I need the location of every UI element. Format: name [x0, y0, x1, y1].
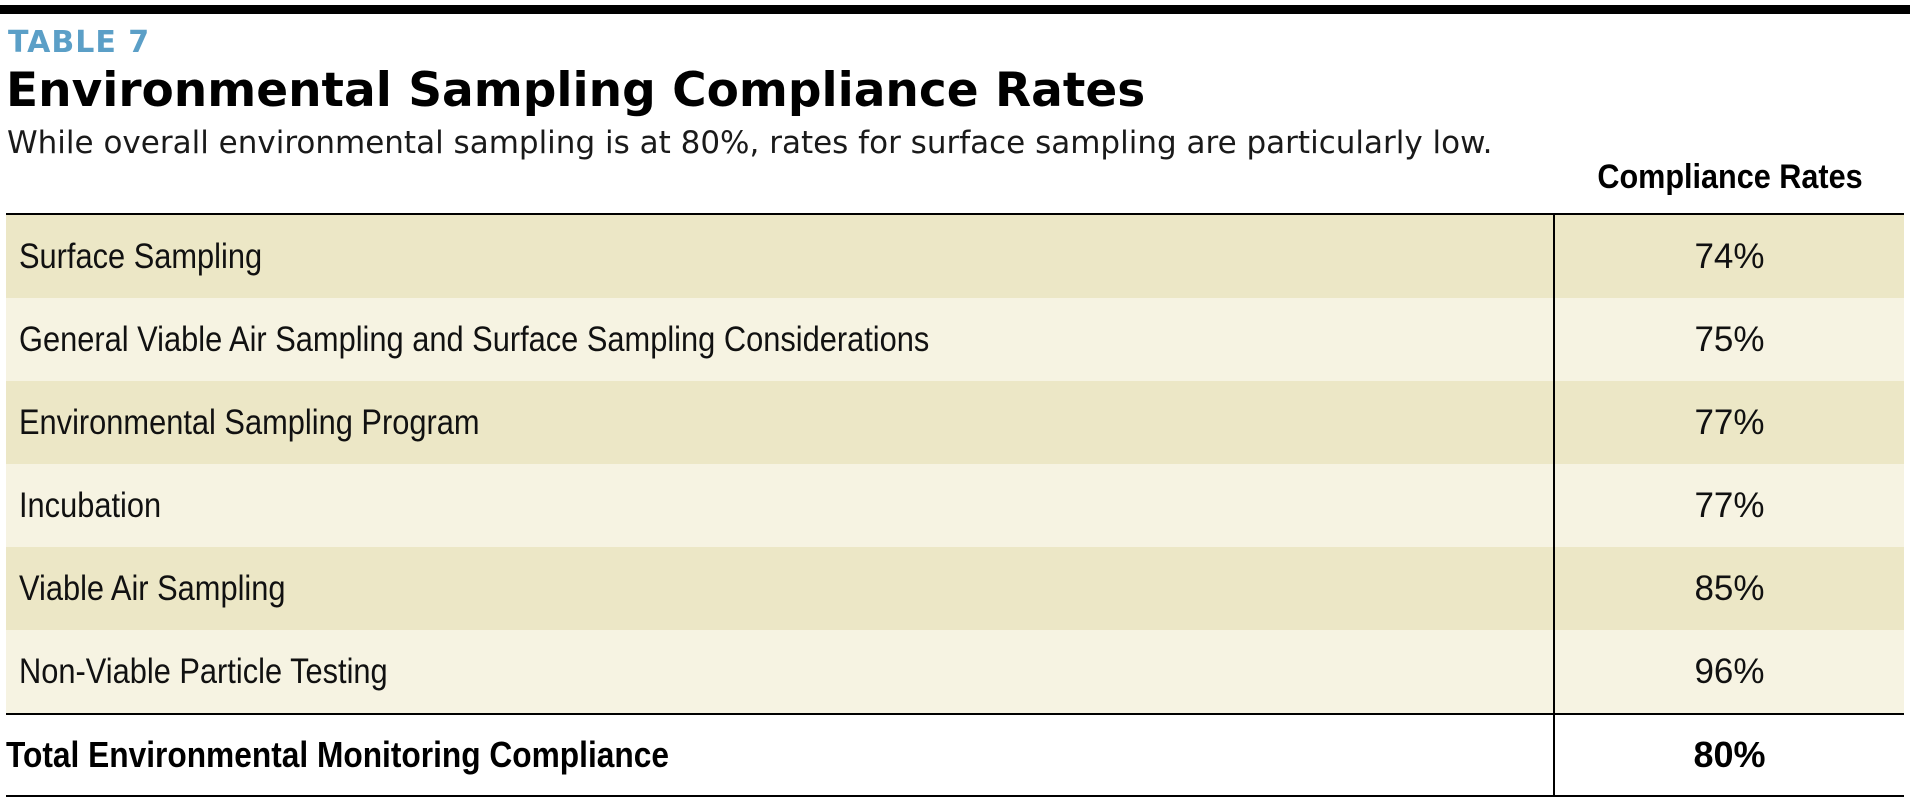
row-label: Viable Air Sampling: [19, 569, 286, 608]
total-value: 80%: [1693, 734, 1766, 775]
row-label: Surface Sampling: [19, 237, 263, 276]
table-title: Environmental Sampling Compliance Rates: [6, 63, 1146, 118]
row-value: 75%: [1694, 320, 1765, 359]
row-label: Non-Viable Particle Testing: [19, 652, 388, 691]
table-row: Incubation 77%: [6, 464, 1904, 547]
total-row: Total Environmental Monitoring Complianc…: [6, 715, 1904, 795]
total-label: Total Environmental Monitoring Complianc…: [6, 734, 669, 775]
row-value: 77%: [1694, 486, 1765, 525]
row-value: 74%: [1694, 237, 1765, 276]
table-row: Environmental Sampling Program 77%: [6, 381, 1904, 464]
row-label: General Viable Air Sampling and Surface …: [19, 320, 930, 359]
table-row: General Viable Air Sampling and Surface …: [6, 298, 1904, 381]
table-row: Non-Viable Particle Testing 96%: [6, 630, 1904, 713]
table-number-label: TABLE 7: [8, 25, 151, 60]
row-value: 77%: [1694, 403, 1765, 442]
table-row: Surface Sampling 74%: [6, 215, 1904, 298]
bottom-rule: [6, 795, 1904, 797]
row-label: Environmental Sampling Program: [19, 403, 480, 442]
row-value: 85%: [1694, 569, 1765, 608]
table-subtitle: While overall environmental sampling is …: [7, 125, 1493, 161]
row-value: 96%: [1694, 652, 1765, 691]
top-rule: [0, 5, 1910, 14]
column-divider: [1553, 213, 1555, 797]
row-label: Incubation: [19, 486, 162, 525]
compliance-table: Surface Sampling 74% General Viable Air …: [6, 213, 1904, 713]
table-row: Viable Air Sampling 85%: [6, 547, 1904, 630]
column-header-compliance-rates: Compliance Rates: [1597, 158, 1863, 196]
total-rule: [6, 713, 1904, 715]
